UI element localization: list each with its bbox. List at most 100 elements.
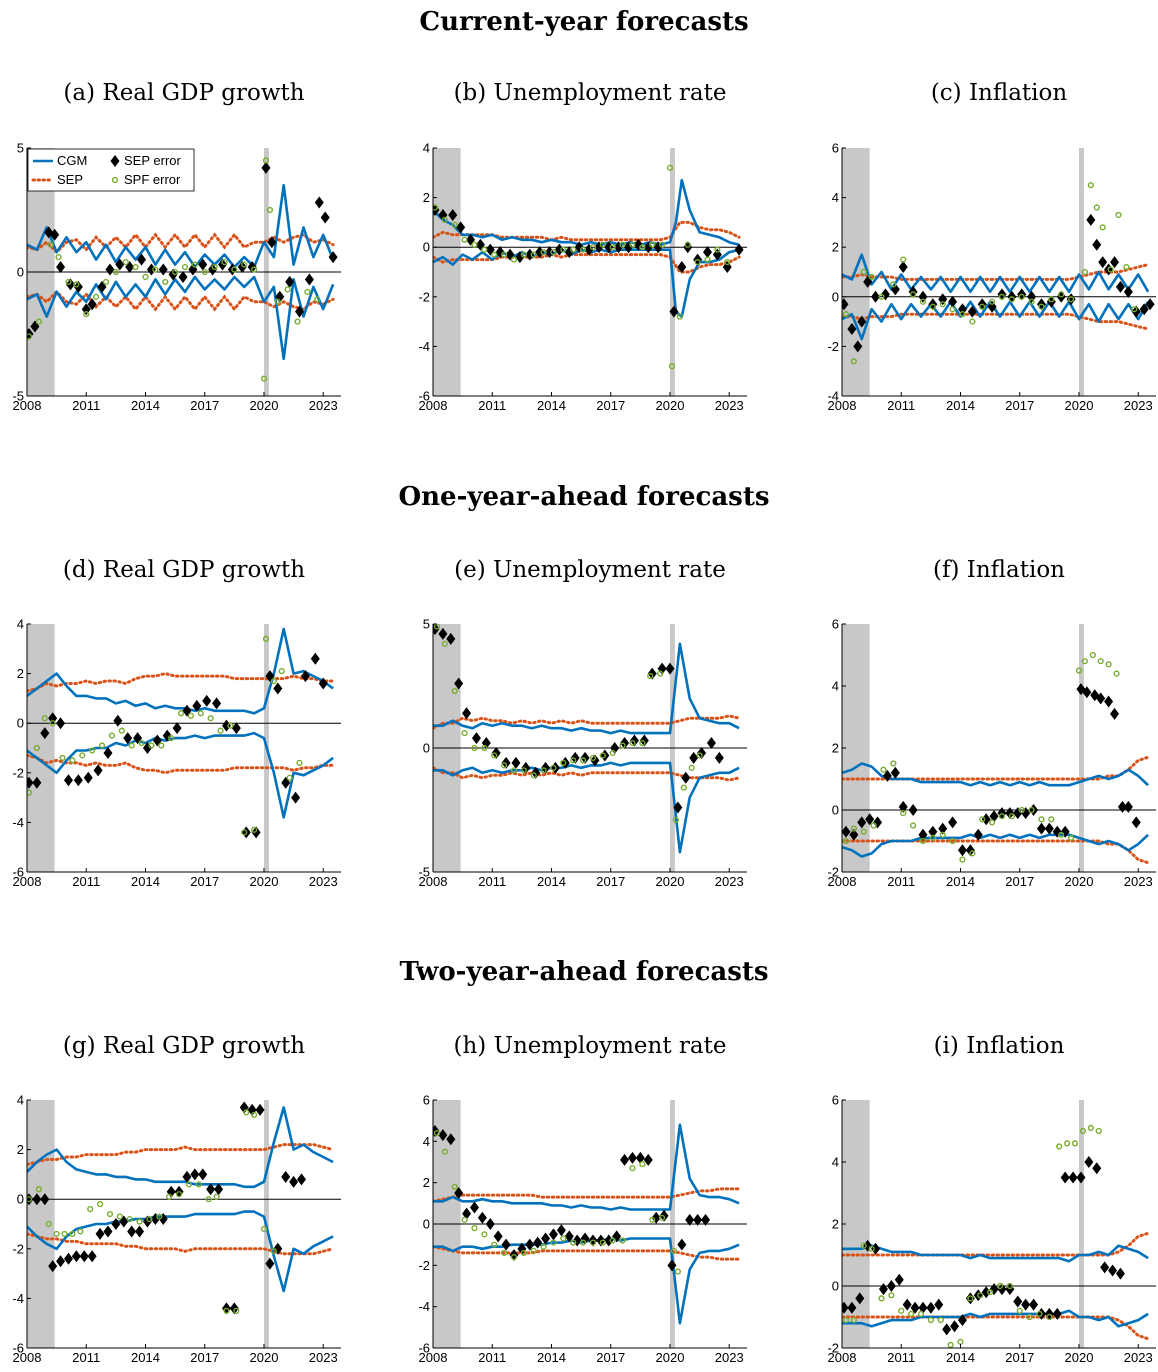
sep-error-point [1131,305,1141,318]
panel-title-i: (i) Inflation [934,1033,1065,1059]
sep-error-point [32,776,42,789]
spf-error-point [649,241,656,248]
sep-error-point [214,1183,224,1196]
x-tick-label: 2017 [596,874,625,889]
y-tick-label: 0 [832,289,839,304]
sep-error-point [857,315,867,328]
x-tick-label: 2008 [419,398,448,413]
x-tick-label: 2008 [13,874,42,889]
sep-error-point [950,1320,960,1333]
y-tick-label: -2 [12,765,24,780]
x-tick-label: 2023 [309,874,338,889]
cgm-upper-line [842,1244,1149,1263]
cgm-lower-line [27,275,335,361]
sep-error-point [56,261,66,274]
sep-error-point [281,1170,291,1183]
spf-error-point [59,754,66,762]
spf-error-point [187,712,195,719]
sep-error-point [898,800,908,813]
sep-error-point [56,717,66,730]
sep-error-point [627,1151,637,1164]
y-tick-label: 2 [832,1217,839,1232]
sep-error-point [208,263,218,276]
spf-error-point [205,1196,212,1203]
sep-error-point [842,298,849,311]
panel-a: (a) Real GDP growth -5 0 5 2008 2011 2014 2017 2… [12,80,341,413]
spf-error-point [221,258,228,266]
spf-error-point [550,249,557,256]
x-tick-label: 2023 [715,874,744,889]
sep-error-point [168,268,178,281]
sep-error-point [1145,298,1155,311]
spf-error-point [27,789,33,796]
sep-error-point [1117,800,1127,813]
sep-error-point [580,751,590,764]
x-tick-label: 2008 [419,874,448,889]
legend-spf-error-swatch [111,176,119,184]
sep-error-point [1100,1261,1110,1274]
spf-error-point [939,831,946,838]
spf-error-point [241,261,248,268]
sep-error-point [669,305,679,318]
spf-error-point [868,1245,875,1252]
sep-error-point [873,816,883,829]
sep-error-point [318,677,328,690]
y-tick-label: -6 [418,389,430,404]
spf-error-point [609,244,616,251]
y-tick-label: 2 [423,190,430,205]
spf-error-point [108,732,116,739]
sep-error-point [629,734,639,747]
y-tick-label: 0 [832,803,839,818]
sep-error-point [73,280,83,293]
plot-area-b [433,148,747,396]
y-tick-label: 2 [832,741,839,756]
spf-error-point [177,710,185,717]
cgm-upper-line [27,627,334,715]
plot-area-d [27,624,341,872]
sep-error-point [965,1292,975,1305]
sep-error-point [938,293,948,306]
spf-error-point [900,809,907,817]
spf-error-point [69,1230,76,1238]
spf-error-point [860,1242,867,1249]
spf-error-point [937,1316,944,1324]
x-tick-label: 2017 [1005,874,1034,889]
spf-error-point [1079,1127,1087,1135]
spf-error-point [860,828,867,835]
spf-error-point [929,834,936,842]
spf-error-point [27,1196,33,1203]
sep-error-point [295,305,305,318]
spf-error-point [609,749,616,757]
spf-error-point [227,722,234,729]
y-tick-label: 0 [423,741,430,756]
spf-error-point [1058,291,1065,298]
sep-error-point [989,810,999,823]
spf-error-point [77,1228,84,1235]
sep-error-point [590,754,600,767]
x-tick-label: 2023 [715,1350,744,1365]
sep-error-point [639,734,649,747]
sep-error-point [981,813,991,826]
spf-error-point [589,1239,597,1246]
sep-error-point [847,323,857,336]
sep-lower-line [27,1232,335,1256]
cgm-lower-line [842,300,1150,341]
spf-error-point [260,375,268,382]
spf-error-point [530,772,537,779]
y-tick-label: -2 [418,289,430,304]
sep-error-point [50,228,60,241]
spf-error-point [917,1310,925,1318]
x-tick-label: 2023 [1124,398,1153,413]
spf-error-point [1105,661,1112,668]
spf-error-point [1028,806,1035,814]
spf-error-point [441,216,448,224]
spf-error-point [850,358,857,365]
spf-error-point [979,303,986,310]
spf-error-point [666,164,674,171]
spf-error-point [670,1247,678,1254]
sep-error-point [182,1170,192,1183]
spf-error-point [589,244,597,251]
spf-error-point [939,301,946,308]
sep-error-point [908,804,918,816]
spf-error-point [136,1218,143,1225]
